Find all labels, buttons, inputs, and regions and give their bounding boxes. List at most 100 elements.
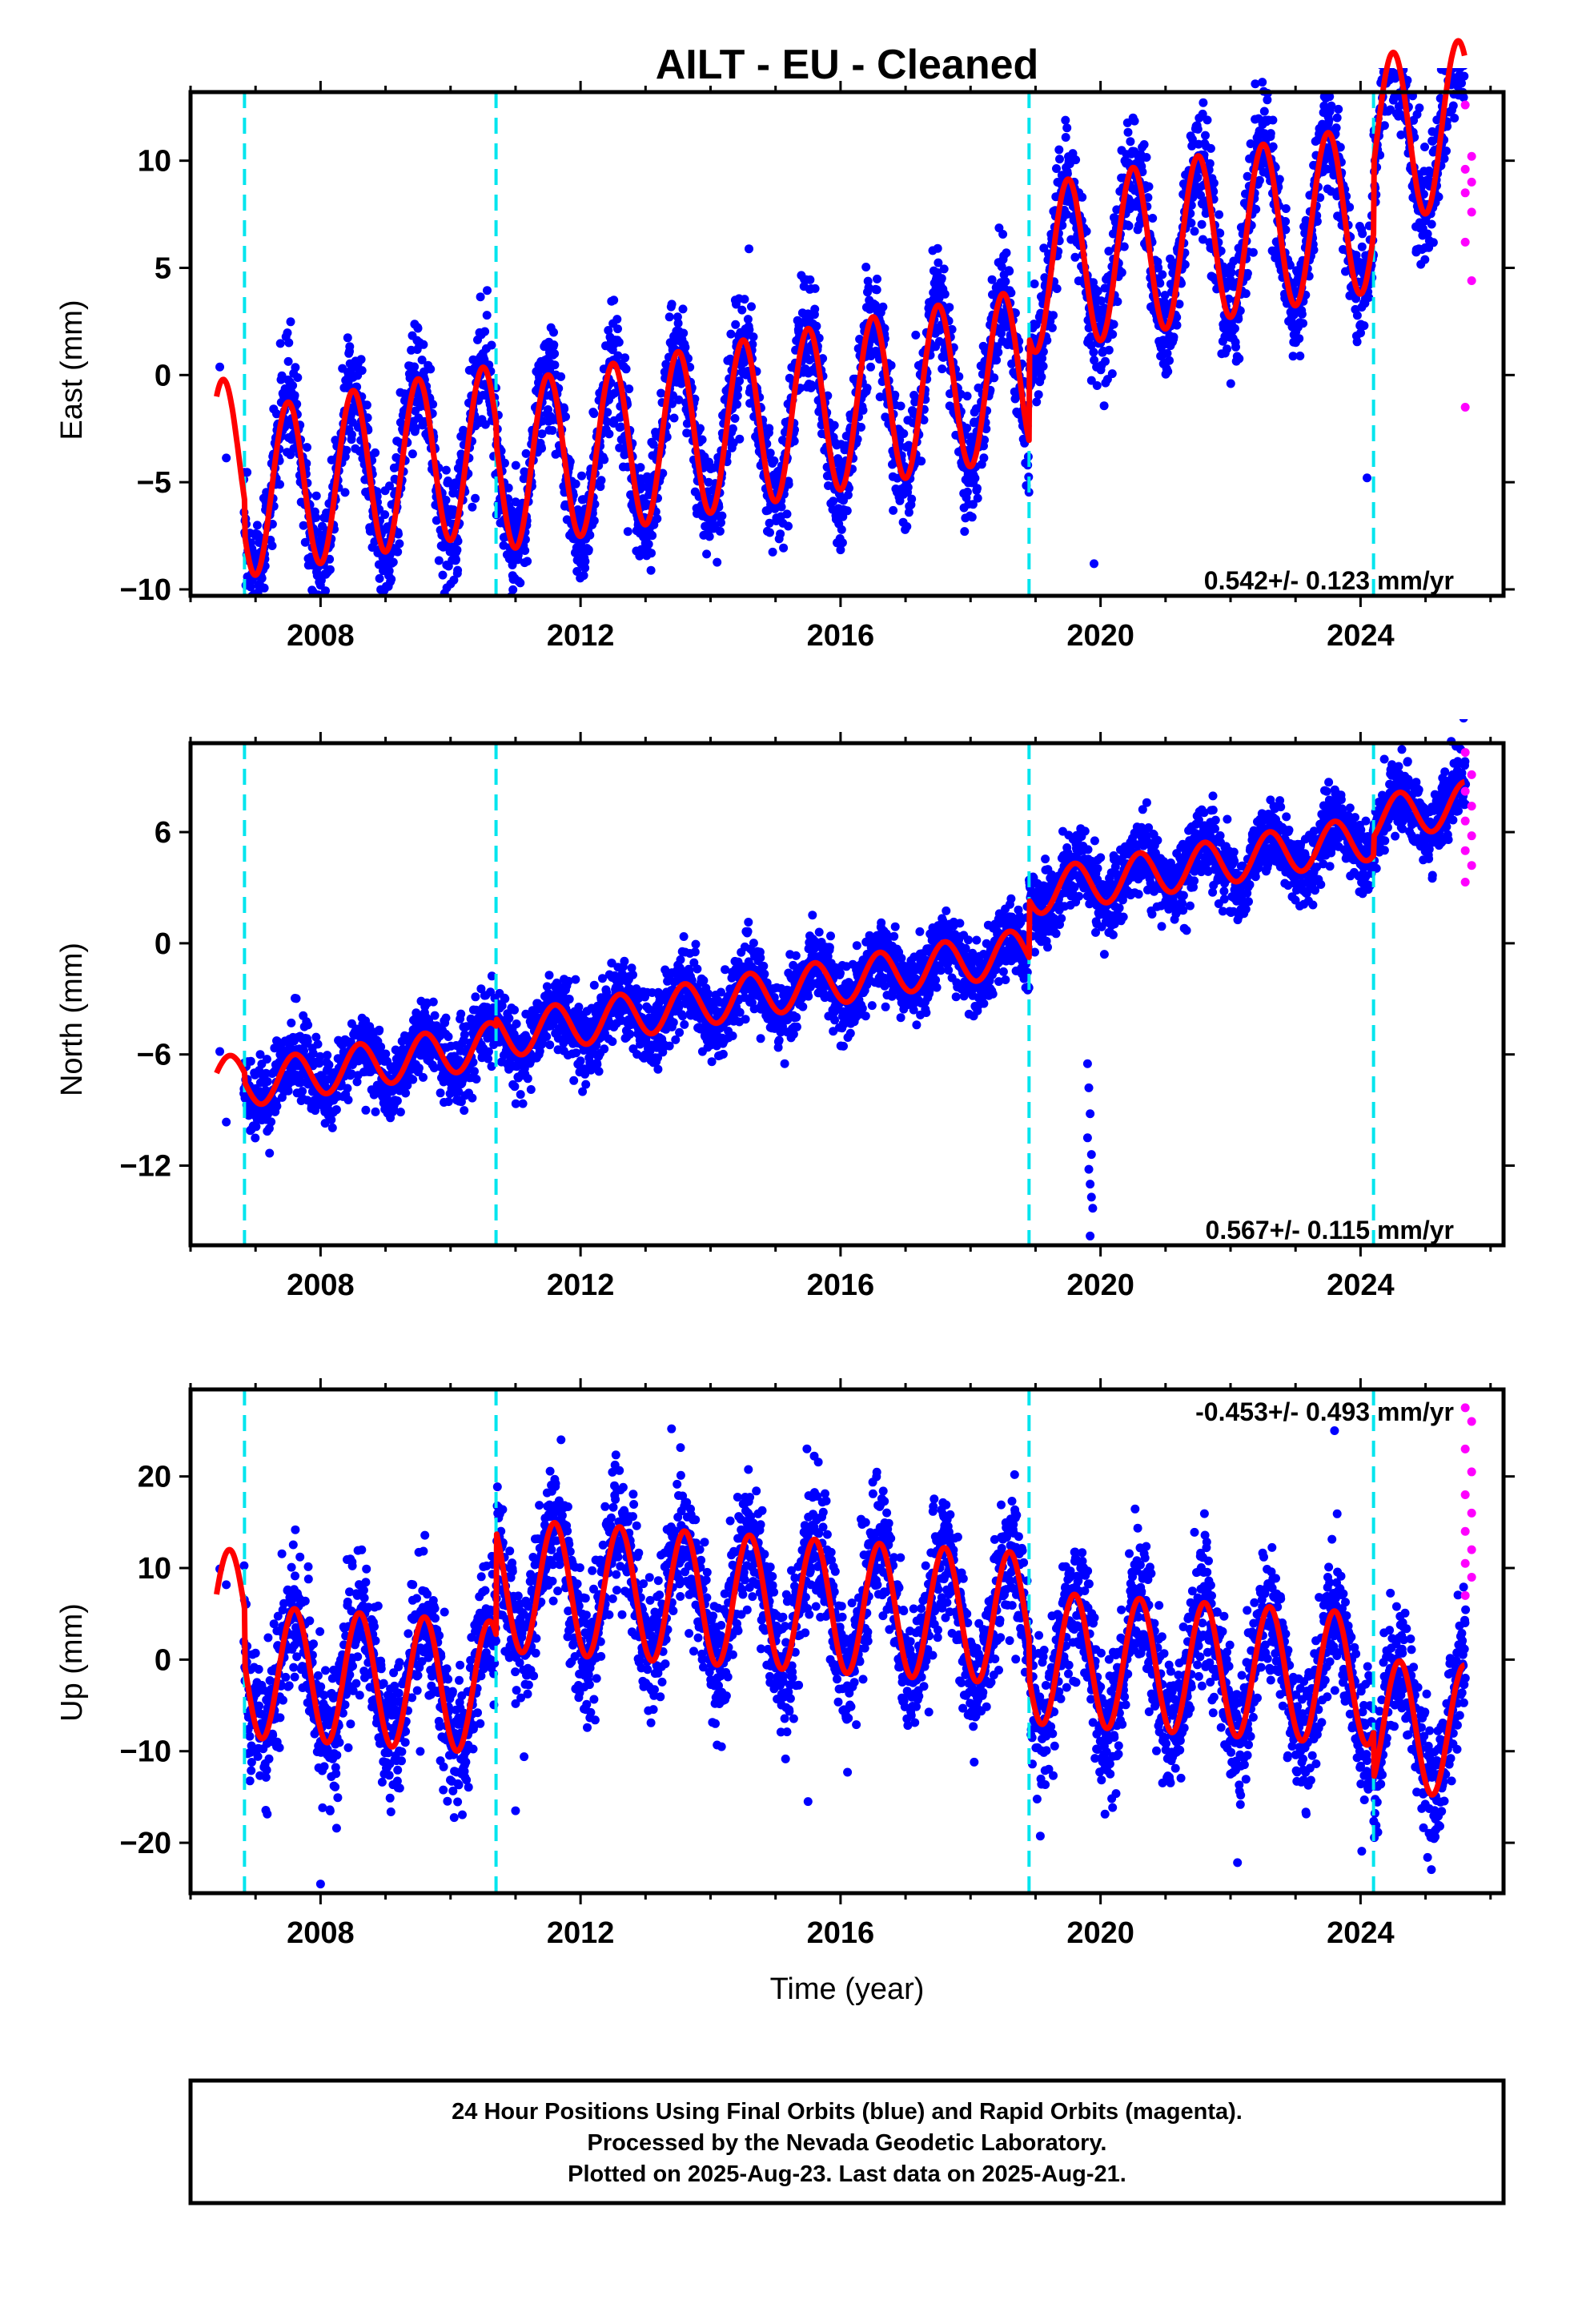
east-data-point: [476, 292, 485, 302]
east-data-point: [810, 304, 820, 314]
east-data-point: [1005, 267, 1014, 276]
east-data-point: [696, 424, 705, 433]
east-data-point: [1104, 345, 1114, 355]
east-data-point: [1263, 95, 1272, 105]
east-data-point: [1235, 354, 1244, 364]
east-data-point: [829, 420, 839, 430]
east-data-point: [471, 493, 480, 503]
north-data-point: [408, 1075, 418, 1084]
east-data-point: [1049, 311, 1058, 320]
east-data-point: [1205, 159, 1215, 168]
east-data-point: [384, 566, 394, 576]
east-data-point: [284, 338, 294, 348]
east-rate-label: 0.542+/- 0.123 mm/yr: [1204, 566, 1454, 595]
east-data-point: [939, 264, 949, 274]
east-data-point: [1295, 352, 1305, 360]
east-data-point: [866, 362, 875, 372]
east-data-point: [453, 565, 463, 575]
east-data-point: [919, 416, 929, 424]
east-data-point: [837, 538, 847, 548]
east-data-point: [938, 364, 947, 374]
east-data-point: [946, 389, 954, 399]
east-data-point: [968, 500, 978, 509]
east-data-point: [717, 511, 727, 521]
north-final-orbit-points: [215, 719, 1471, 1240]
east-final-orbit-points: [215, 0, 1469, 613]
east-data-point: [411, 424, 420, 433]
east-data-point: [480, 327, 490, 336]
east-data-point: [678, 304, 688, 314]
east-data-point: [1034, 390, 1043, 400]
north-data-point: [371, 1107, 380, 1116]
east-data-point: [731, 320, 741, 329]
east-data-point: [1030, 279, 1039, 288]
east-x-tick-label: 2012: [547, 619, 615, 653]
east-data-point: [342, 445, 351, 455]
east-data-point: [765, 528, 774, 537]
north-data-point: [272, 1101, 282, 1111]
east-data-point: [1062, 169, 1072, 179]
east-data-point: [967, 513, 977, 522]
east-data-point: [1078, 192, 1087, 202]
east-data-point: [1198, 109, 1207, 119]
east-data-point: [681, 343, 690, 352]
east-data-point: [1155, 279, 1165, 288]
east-data-point: [395, 539, 404, 549]
east-data-point: [1231, 342, 1240, 352]
east-data-point: [814, 333, 824, 343]
east-data-point: [1054, 145, 1064, 155]
east-data-point: [682, 419, 692, 428]
east-data-point: [1158, 270, 1167, 279]
east-data-point: [1154, 263, 1163, 272]
east-data-point: [1070, 252, 1080, 262]
east-data-point: [1148, 214, 1158, 223]
east-data-point: [356, 355, 366, 364]
east-data-point: [1291, 286, 1300, 296]
east-data-point: [480, 420, 490, 429]
east-data-point: [902, 522, 912, 531]
east-data-point: [1166, 254, 1175, 263]
east-data-point: [513, 550, 523, 560]
east-data-point: [933, 243, 942, 253]
east-data-point: [1459, 0, 1468, 8]
east-data-point: [1052, 284, 1062, 293]
east-data-point: [904, 440, 913, 450]
east-data-point: [1459, 93, 1468, 103]
east-data-point: [613, 324, 622, 334]
east-data-point: [1032, 397, 1042, 407]
east-data-point: [1456, 54, 1465, 63]
east-data-point: [647, 549, 656, 558]
east-data-point: [673, 312, 682, 322]
east-data-point: [1092, 381, 1102, 390]
east-data-point: [1259, 107, 1269, 116]
east-data-point: [1285, 260, 1295, 270]
east-data-point: [697, 435, 707, 444]
east-data-point: [1142, 153, 1151, 162]
east-data-point: [1186, 219, 1196, 227]
east-data-point: [644, 540, 653, 549]
east-data-point: [293, 373, 303, 382]
east-data-point: [807, 380, 817, 390]
east-data-point: [824, 481, 833, 490]
east-data-point: [388, 557, 398, 567]
east-data-point: [589, 516, 599, 525]
east-data-point: [705, 532, 714, 541]
east-data-point: [845, 484, 853, 493]
east-data-point: [1215, 210, 1224, 219]
east-data-point: [1197, 219, 1207, 229]
east-data-point: [1453, 6, 1462, 14]
east-data-point: [1455, 28, 1464, 37]
east-data-point: [805, 275, 815, 284]
east-data-point: [1309, 245, 1319, 255]
east-data-point: [1160, 291, 1170, 300]
east-data-point: [571, 479, 580, 489]
east-data-point: [934, 258, 943, 267]
east-data-point: [837, 525, 846, 534]
east-data-point: [487, 340, 496, 350]
east-data-point: [244, 605, 253, 613]
east-data-point: [1144, 182, 1154, 191]
east-data-point: [579, 571, 588, 581]
east-data-point: [393, 547, 403, 557]
east-data-point: [782, 509, 792, 519]
